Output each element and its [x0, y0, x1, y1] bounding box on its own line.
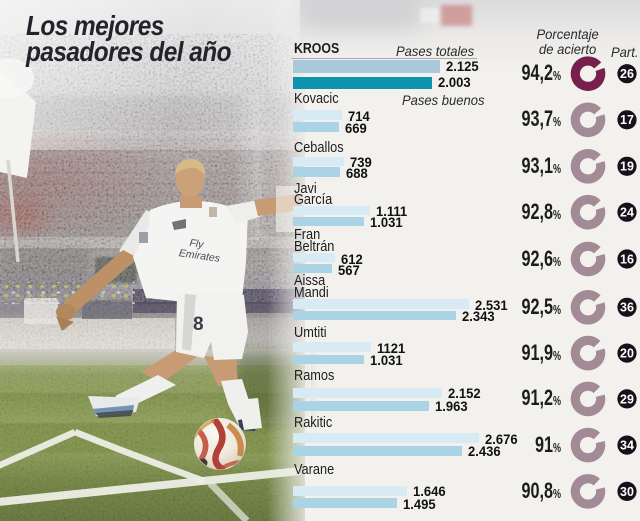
svg-text:19: 19 [620, 160, 634, 174]
svg-text:29: 29 [620, 392, 634, 406]
svg-text:26: 26 [620, 67, 634, 81]
svg-text:36: 36 [620, 301, 634, 315]
svg-text:20: 20 [620, 347, 634, 361]
svg-text:24: 24 [620, 206, 634, 220]
svg-text:30: 30 [620, 485, 634, 499]
svg-text:8: 8 [193, 314, 204, 335]
svg-text:34: 34 [620, 439, 634, 453]
svg-text:17: 17 [620, 113, 634, 127]
svg-text:Fly: Fly [189, 237, 205, 251]
svg-text:16: 16 [620, 252, 634, 266]
svg-text:Emirates: Emirates [178, 247, 221, 265]
